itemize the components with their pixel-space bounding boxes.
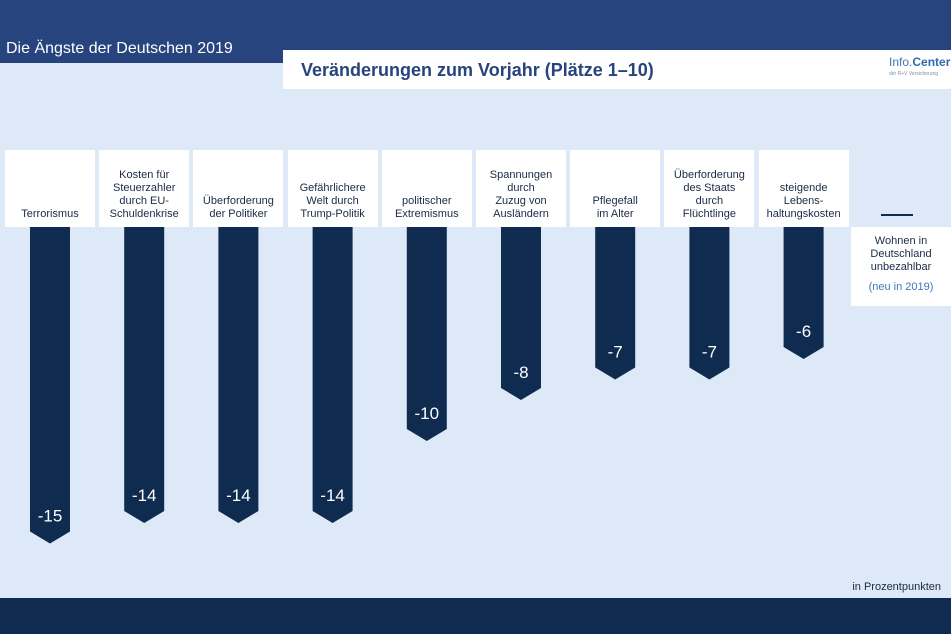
bar <box>30 227 70 544</box>
value-label: -15 <box>38 507 63 526</box>
category-label: Gefährlichere Welt durch Trump-Politik <box>299 182 366 220</box>
category-box: Pflegefall im Alter <box>570 150 661 227</box>
category-box: steigende Lebens- haltungskosten <box>758 150 849 227</box>
value-label: -14 <box>320 486 345 505</box>
bar <box>124 227 165 523</box>
value-label: -14 <box>132 486 157 505</box>
brand-name-part1: Info. <box>889 55 913 69</box>
category-label: steigende Lebens- haltungskosten <box>766 182 841 220</box>
new-entry-dash <box>881 214 913 216</box>
bar <box>501 227 541 400</box>
bar <box>689 227 730 380</box>
category-label: Überforderung der Politiker <box>202 195 274 220</box>
bar <box>218 227 259 523</box>
category-label: Spannungen durch Zuzug von Ausländern <box>489 169 553 220</box>
category-box: Kosten für Steuerzahler durch EU- Schuld… <box>99 150 190 227</box>
value-label: -7 <box>608 343 623 362</box>
category-box: politischer Extremismus <box>381 150 472 227</box>
chart-title: Veränderungen zum Vorjahr (Plätze 1–10) <box>301 60 654 80</box>
value-label: -6 <box>796 322 811 341</box>
new-entry-note: (neu in 2019) <box>868 281 934 293</box>
category-box: Spannungen durch Zuzug von Ausländern <box>476 150 566 227</box>
value-label: -14 <box>226 486 251 505</box>
bar <box>595 227 636 380</box>
bar <box>783 227 824 359</box>
brand-subtitle: der R+V Versicherung <box>889 71 939 77</box>
new-entry-label: Wohnen in Deutschland unbezahlbar <box>870 235 932 273</box>
new-entry-box: Wohnen in Deutschland unbezahlbar (neu i… <box>851 227 951 306</box>
bar <box>312 227 353 523</box>
category-box: Überforderung der Politiker <box>193 150 284 227</box>
category-label: Pflegefall im Alter <box>592 195 638 220</box>
category-label: Überforderung des Staats durch Flüchtlin… <box>673 169 745 220</box>
category-box: Terrorismus <box>5 150 95 227</box>
value-label: -8 <box>513 363 528 382</box>
value-label: -10 <box>415 404 440 423</box>
unit-note: in Prozentpunkten <box>852 581 941 593</box>
super-title: Die Ängste der Deutschen 2019 <box>6 40 233 57</box>
category-box: Gefährlichere Welt durch Trump-Politik <box>287 150 378 227</box>
category-box: Überforderung des Staats durch Flüchtlin… <box>664 150 755 227</box>
brand-name-part2: Center <box>912 55 951 69</box>
bar <box>406 227 447 441</box>
footer-band <box>0 598 951 634</box>
title-box: Veränderungen zum Vorjahr (Plätze 1–10) … <box>283 50 951 89</box>
category-label: Terrorismus <box>21 208 79 220</box>
brand-logo: Info.Center der R+V Versicherung <box>889 55 951 77</box>
category-label: Kosten für Steuerzahler durch EU- Schuld… <box>109 169 179 220</box>
category-label: politischer Extremismus <box>395 195 459 220</box>
value-label: -7 <box>702 343 717 362</box>
